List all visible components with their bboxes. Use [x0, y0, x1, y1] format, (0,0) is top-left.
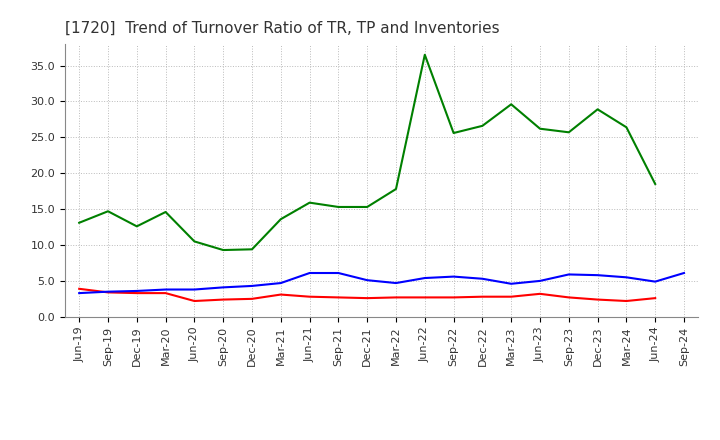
Inventories: [161, 209, 170, 215]
Trade Payables: [622, 275, 631, 280]
Trade Receivables: [132, 290, 141, 296]
Text: [1720]  Trend of Turnover Ratio of TR, TP and Inventories: [1720] Trend of Turnover Ratio of TR, TP…: [65, 21, 500, 36]
Trade Payables: [334, 270, 343, 275]
Inventories: [392, 187, 400, 192]
Trade Receivables: [622, 298, 631, 304]
Trade Receivables: [219, 297, 228, 302]
Trade Payables: [564, 272, 573, 277]
Inventories: [593, 106, 602, 112]
Inventories: [276, 216, 285, 222]
Inventories: [219, 247, 228, 253]
Inventories: [478, 123, 487, 128]
Line: Trade Payables: Trade Payables: [79, 273, 684, 293]
Inventories: [622, 125, 631, 130]
Trade Payables: [219, 285, 228, 290]
Trade Receivables: [392, 295, 400, 300]
Trade Receivables: [651, 296, 660, 301]
Trade Payables: [420, 275, 429, 281]
Trade Receivables: [420, 295, 429, 300]
Trade Receivables: [161, 290, 170, 296]
Trade Payables: [680, 270, 688, 275]
Trade Payables: [104, 289, 112, 294]
Trade Receivables: [190, 298, 199, 304]
Trade Payables: [276, 280, 285, 286]
Trade Receivables: [276, 292, 285, 297]
Trade Receivables: [478, 294, 487, 299]
Trade Payables: [536, 278, 544, 283]
Trade Receivables: [507, 294, 516, 299]
Inventories: [420, 52, 429, 57]
Inventories: [305, 200, 314, 205]
Trade Payables: [651, 279, 660, 284]
Inventories: [651, 181, 660, 187]
Trade Receivables: [305, 294, 314, 299]
Line: Trade Receivables: Trade Receivables: [79, 289, 655, 301]
Trade Payables: [132, 288, 141, 293]
Trade Receivables: [334, 295, 343, 300]
Inventories: [132, 224, 141, 229]
Trade Payables: [305, 270, 314, 275]
Trade Payables: [478, 276, 487, 282]
Trade Payables: [392, 280, 400, 286]
Trade Payables: [363, 278, 372, 283]
Trade Receivables: [593, 297, 602, 302]
Inventories: [104, 209, 112, 214]
Trade Receivables: [449, 295, 458, 300]
Trade Receivables: [104, 290, 112, 295]
Trade Receivables: [536, 291, 544, 297]
Inventories: [75, 220, 84, 225]
Trade Payables: [161, 287, 170, 292]
Inventories: [190, 239, 199, 244]
Inventories: [564, 130, 573, 135]
Inventories: [248, 247, 256, 252]
Trade Payables: [75, 290, 84, 296]
Trade Receivables: [363, 296, 372, 301]
Trade Receivables: [564, 295, 573, 300]
Inventories: [507, 102, 516, 107]
Inventories: [536, 126, 544, 132]
Inventories: [363, 204, 372, 209]
Trade Payables: [593, 272, 602, 278]
Trade Receivables: [75, 286, 84, 291]
Trade Payables: [190, 287, 199, 292]
Line: Inventories: Inventories: [79, 55, 655, 250]
Trade Receivables: [248, 296, 256, 301]
Trade Payables: [248, 283, 256, 289]
Inventories: [449, 130, 458, 136]
Trade Payables: [449, 274, 458, 279]
Trade Payables: [507, 281, 516, 286]
Inventories: [334, 204, 343, 209]
